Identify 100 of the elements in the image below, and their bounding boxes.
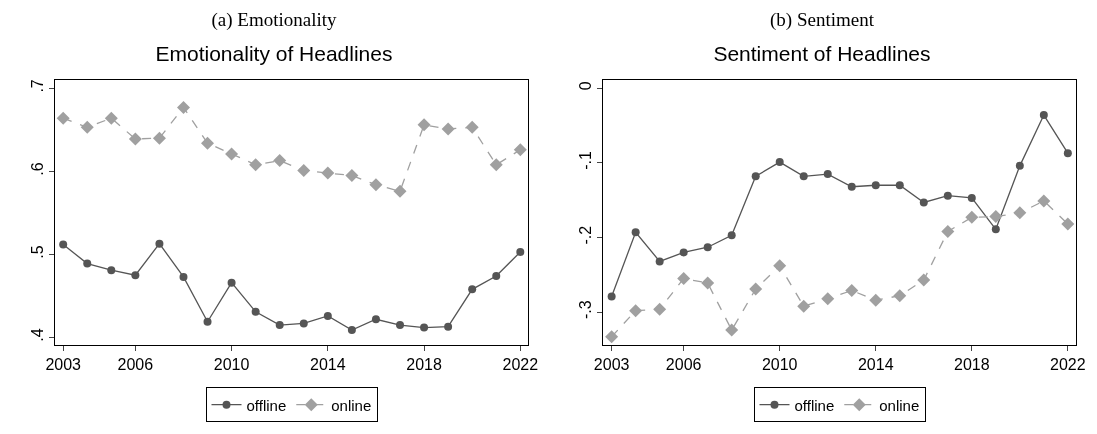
point [83,259,92,268]
point [727,231,736,240]
point [871,181,880,190]
point [629,304,643,318]
chart-title: Sentiment of Headlines [713,41,931,65]
point [227,278,236,287]
chart-subtitle: (b) Sentiment [769,8,875,32]
point [1037,194,1051,208]
y-tick-label: .7 [28,79,46,93]
point [677,272,691,286]
point [417,118,431,132]
legend-label: offline [246,396,287,414]
point [701,276,715,290]
point [249,158,263,172]
point [605,330,619,344]
point [653,302,667,316]
point [299,319,308,328]
point [773,259,787,273]
point [845,284,859,298]
point [991,225,1000,234]
point [273,154,287,168]
point [155,239,164,248]
point [1061,217,1075,231]
point [56,111,70,125]
point [465,120,479,134]
x-tick-label: 2010 [761,356,798,374]
point [823,170,832,179]
point [59,240,68,249]
point [919,198,928,207]
point [107,266,116,275]
point [489,158,503,172]
point [869,293,883,307]
point [1039,111,1048,120]
point [725,323,739,337]
point [607,292,616,301]
point [369,178,383,192]
point [943,191,952,200]
point [128,132,142,146]
point [799,172,808,181]
point [104,111,118,125]
point [895,181,904,190]
point [275,321,284,330]
y-tick-label: -.2 [576,225,594,245]
point [152,131,166,145]
point [393,184,407,198]
point [251,307,260,316]
x-tick-label: 2003 [593,356,630,374]
y-tick-label: .5 [28,245,46,259]
point [321,166,335,180]
point [941,225,955,239]
point [179,272,188,281]
point [655,257,664,266]
point [176,100,190,114]
point [917,273,931,287]
legend-label: online [879,396,920,414]
point [513,143,527,157]
point [751,172,760,181]
point [131,271,140,280]
y-tick-label: 0 [576,81,594,91]
point [492,272,501,281]
x-tick-label: 2010 [213,356,250,374]
x-tick-label: 2006 [117,356,154,374]
x-tick-label: 2014 [857,356,894,374]
point [1013,206,1027,220]
point [703,243,712,252]
x-tick-label: 2022 [502,356,539,374]
point [821,292,835,306]
point [441,122,455,136]
point [516,247,525,256]
point [80,120,94,134]
point [847,182,856,191]
chart-subtitle: (a) Emotionality [210,8,338,32]
y-tick-label: -.1 [576,151,594,170]
point [679,248,688,257]
point [631,228,640,237]
point [1015,161,1024,170]
chart-title: Emotionality of Headlines [155,41,393,65]
x-tick-label: 2022 [1050,356,1086,374]
point [396,321,405,330]
point [893,289,907,303]
point [468,285,477,294]
y-tick-label: .4 [28,328,46,342]
point [1063,149,1072,158]
y-tick-label: .6 [28,162,46,176]
x-tick-label: 2018 [406,356,442,374]
point [297,164,311,178]
legend-label: offline [794,396,835,414]
point [420,323,429,332]
point [965,210,979,224]
x-tick-label: 2003 [45,356,82,374]
point [775,158,784,167]
x-tick-label: 2018 [954,356,990,374]
point [371,315,380,324]
point [797,299,811,313]
y-tick-label: -.3 [576,300,594,320]
point [203,317,212,326]
point [749,282,763,296]
point [323,311,332,320]
point [225,147,239,161]
point [345,169,359,183]
